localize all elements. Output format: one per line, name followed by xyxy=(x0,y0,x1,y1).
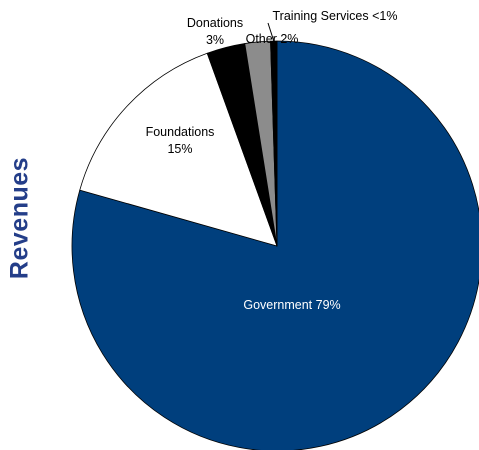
leader-line-training-services xyxy=(267,22,275,42)
slice-label-1: Foundations 15% xyxy=(146,125,215,156)
labels-layer: Government 79% Foundations 15% Donations 3% O… xyxy=(146,9,398,312)
slice-label-4: Training Services <1% xyxy=(273,9,398,23)
slices-layer xyxy=(71,40,479,450)
slice-label-0: Government 79% xyxy=(243,298,340,312)
pie-slice-0 xyxy=(71,40,479,450)
pie-slice-1 xyxy=(79,52,278,247)
slice-label-2: Donations 3% xyxy=(187,16,243,47)
slice-label-3: Other 2% xyxy=(246,32,299,46)
